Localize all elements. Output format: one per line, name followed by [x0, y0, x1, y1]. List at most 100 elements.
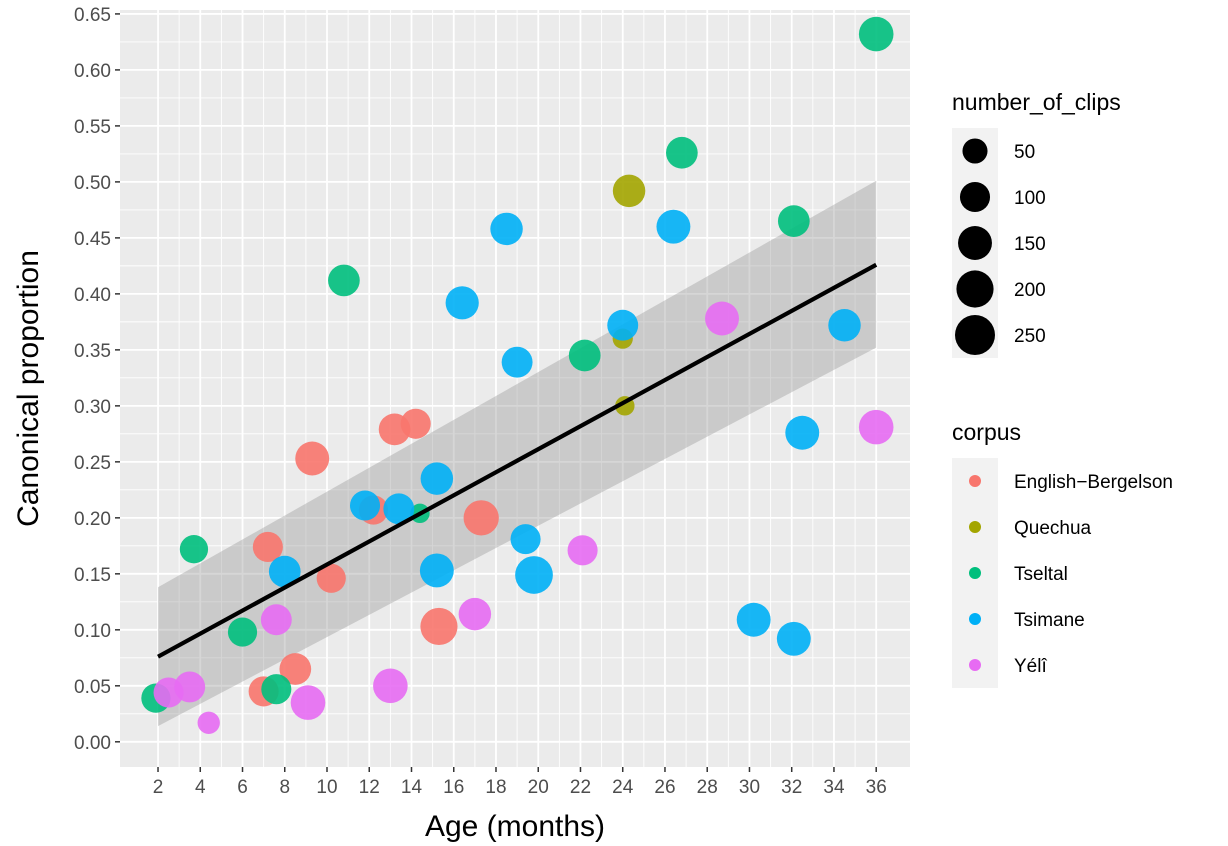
data-point — [260, 604, 292, 636]
data-point — [279, 653, 312, 685]
data-point — [316, 563, 346, 593]
y-tick-label: 0.55 — [74, 117, 111, 138]
x-tick-label: 28 — [697, 777, 718, 798]
data-point — [705, 301, 739, 336]
y-tick-label: 0.20 — [74, 509, 111, 530]
size-legend-key — [958, 226, 992, 260]
y-tick-label: 0.15 — [74, 565, 111, 586]
data-point — [268, 555, 301, 588]
data-point — [420, 462, 454, 495]
data-point — [420, 607, 458, 646]
x-tick-label: 14 — [401, 777, 423, 798]
color-legend-key — [969, 613, 981, 625]
regression-line-layer — [157, 262, 878, 659]
data-point — [858, 16, 894, 52]
data-point — [261, 674, 292, 705]
size-legend-key — [959, 181, 991, 213]
data-point — [612, 174, 646, 208]
data-point — [174, 671, 206, 703]
y-tick-label: 0.65 — [74, 5, 111, 26]
y-tick-label: 0.30 — [74, 397, 111, 418]
data-point — [736, 602, 771, 637]
data-point — [776, 621, 811, 656]
data-point — [777, 205, 810, 237]
data-point — [785, 415, 820, 450]
color-legend-key — [969, 659, 981, 671]
data-point — [501, 346, 533, 378]
size-legend-label: 100 — [1014, 188, 1046, 209]
x-tick-label: 12 — [359, 777, 380, 798]
data-point — [490, 212, 523, 246]
y-tick-label: 0.35 — [74, 341, 111, 362]
x-axis: 2 4 6 8 10 12 14 16 18 20 22 24 26 28 30 32 34 36 — [153, 767, 887, 798]
x-tick-label: 2 — [153, 777, 164, 798]
x-tick-label: 22 — [570, 777, 591, 798]
x-tick-label: 26 — [654, 777, 675, 798]
regression-line — [157, 262, 878, 659]
size-legend-key — [956, 270, 994, 308]
x-axis-title: Age (months) — [425, 810, 605, 843]
data-point — [328, 264, 360, 297]
data-point — [197, 711, 220, 734]
data-point — [567, 535, 598, 566]
data-point — [373, 668, 408, 704]
y-tick-label: 0.10 — [74, 621, 111, 642]
points-layer — [141, 16, 894, 734]
data-point — [515, 556, 553, 594]
data-point — [179, 535, 209, 564]
data-point — [290, 685, 326, 720]
data-point — [568, 339, 601, 372]
color-legend-label: Yélî — [1014, 656, 1047, 677]
color-legend-title: corpus — [952, 419, 1021, 445]
size-legend-title: number_of_clips — [952, 89, 1121, 115]
x-tick-label: 34 — [823, 777, 845, 798]
y-tick-label: 0.45 — [74, 229, 111, 250]
data-point — [227, 617, 258, 647]
y-axis: 0.00 0.05 0.10 0.15 0.20 0.25 0.30 0.35 0.40 0.45… — [74, 5, 120, 754]
data-point — [349, 490, 381, 521]
color-legend-label: English−Bergelson — [1014, 472, 1173, 493]
x-tick-label: 6 — [237, 777, 248, 798]
data-point — [463, 500, 499, 536]
x-tick-label: 32 — [781, 777, 802, 798]
data-point — [858, 409, 894, 445]
size-legend-label: 250 — [1014, 326, 1046, 347]
y-tick-label: 0.00 — [74, 733, 111, 754]
x-tick-label: 10 — [316, 777, 337, 798]
x-tick-label: 8 — [279, 777, 290, 798]
data-point — [666, 136, 698, 169]
data-point — [445, 286, 479, 320]
data-point — [828, 308, 861, 342]
y-tick-label: 0.50 — [74, 173, 111, 194]
x-tick-label: 36 — [866, 777, 887, 798]
color-legend-key — [969, 521, 981, 533]
data-point — [656, 209, 691, 244]
x-tick-label: 24 — [612, 777, 634, 798]
data-point — [510, 524, 541, 555]
y-tick-label: 0.05 — [74, 677, 111, 698]
data-point — [295, 441, 330, 476]
y-axis-title: Canonical proportion — [12, 250, 45, 527]
size-legend-label: 50 — [1014, 142, 1035, 163]
color-legend: corpus English−Bergelson Quechua Tseltal Ts… — [952, 419, 1173, 688]
y-tick-label: 0.60 — [74, 61, 111, 82]
size-legend-key — [962, 138, 988, 164]
data-point — [607, 309, 639, 341]
x-tick-label: 4 — [195, 777, 206, 798]
size-legend-label: 200 — [1014, 280, 1046, 301]
color-legend-key — [969, 475, 981, 487]
y-tick-label: 0.40 — [74, 285, 111, 306]
size-legend: number_of_clips 50 100 150 200 250 — [952, 89, 1121, 358]
data-point — [252, 531, 283, 562]
x-tick-label: 18 — [485, 777, 506, 798]
color-legend-key — [969, 567, 981, 579]
x-tick-label: 30 — [739, 777, 760, 798]
size-legend-label: 150 — [1014, 234, 1046, 255]
x-tick-label: 20 — [528, 777, 549, 798]
data-point — [458, 597, 492, 631]
y-tick-label: 0.25 — [74, 453, 111, 474]
size-legend-key — [955, 315, 995, 355]
color-legend-label: Tseltal — [1014, 564, 1068, 585]
color-legend-label: Tsimane — [1014, 610, 1085, 631]
